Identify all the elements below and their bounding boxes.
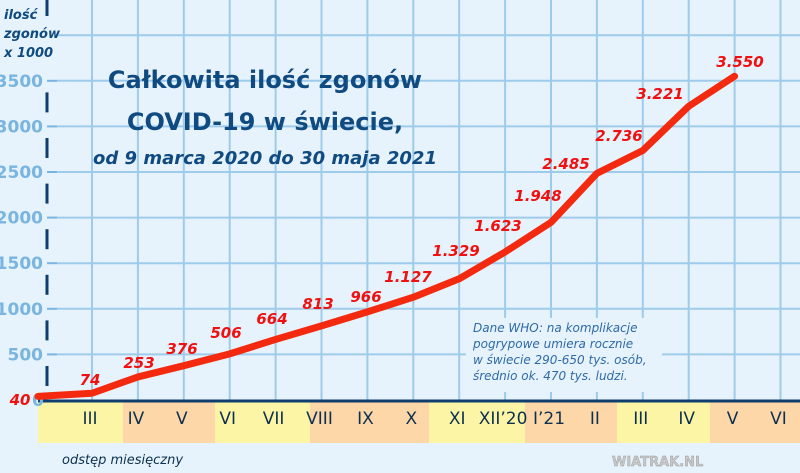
data-label: 966 [350,288,381,306]
month-label: IV [678,409,695,429]
grid [57,0,800,400]
month-label: I’21 [533,409,565,429]
note-line: w świecie 290-650 tys. osób, [473,353,647,367]
data-label: 376 [166,340,197,358]
y-tick-label: 500 [8,345,44,365]
month-label: V [727,409,739,429]
month-bands [38,399,800,443]
data-label: 1.329 [432,242,479,260]
chart-title: Całkowita ilość zgonów [108,66,422,94]
series-line-path [34,72,739,400]
month-band [429,402,525,443]
y-tick-label: 3000 [0,117,43,137]
chart-subtitle: od 9 marca 2020 do 30 maja 2021 [93,148,437,169]
month-label: VIII [306,409,333,429]
month-label: VI [770,409,787,429]
month-label: VI [219,409,236,429]
data-label: 1.127 [384,268,432,286]
data-label: 3.550 [716,53,763,71]
month-band [525,402,617,443]
data-label: 813 [302,295,333,313]
note-line: średnio ok. 470 tys. ludzi. [473,369,628,383]
data-label: 2.736 [595,127,642,145]
y-tick-label: 3500 [0,72,43,92]
chart-title-line2: COVID-19 w świecie, [127,108,403,136]
note-background [466,318,662,392]
series-line [34,72,739,400]
y-axis-label-1: ilość [4,8,39,23]
month-label: II [590,409,600,429]
month-band [215,402,310,443]
data-label: 2.485 [542,155,589,173]
data-label: 506 [210,324,241,342]
y-axis-label-3: x 1000 [3,46,53,61]
month-label: XI [449,409,466,429]
data-label: 1.623 [474,217,521,235]
data-label: 74 [80,371,101,389]
month-label: IV [128,409,145,429]
x-axis-labels: III IV V VI VII VIII IX X XI XII’20 I’21 II III IV V VI [82,409,786,429]
x-axis-label: odstęp miesięczny [62,453,183,468]
note-box: Dane WHO: na komplikacje pogrypowe umiera… [466,318,662,392]
month-band [38,402,123,443]
month-label: III [633,409,648,429]
month-band [310,402,429,443]
y-tick-label: 1000 [0,300,43,320]
data-label: 40 [9,391,31,409]
note-line: pogrypowe umiera rocznie [472,337,633,351]
watermark: WIATRAK.NL [612,455,703,470]
y-tick-label: 2500 [0,163,43,183]
month-label: XII’20 [479,409,528,429]
note-line: Dane WHO: na komplikacje [473,321,637,335]
data-label: 664 [256,310,287,328]
y-axis-label-2: zgonów [3,27,61,42]
y-tick-label: 1500 [0,254,43,274]
month-band [617,402,710,443]
month-label: VII [263,409,285,429]
y-tick-label: 2000 [0,209,43,229]
month-band [123,402,215,443]
month-label: IX [357,409,374,429]
month-label: III [82,409,97,429]
data-label: 3.221 [636,85,683,103]
month-band [710,402,800,443]
month-label: X [405,409,417,429]
data-label: 253 [123,354,154,372]
data-label: 1.948 [514,187,561,205]
month-label: V [176,409,188,429]
